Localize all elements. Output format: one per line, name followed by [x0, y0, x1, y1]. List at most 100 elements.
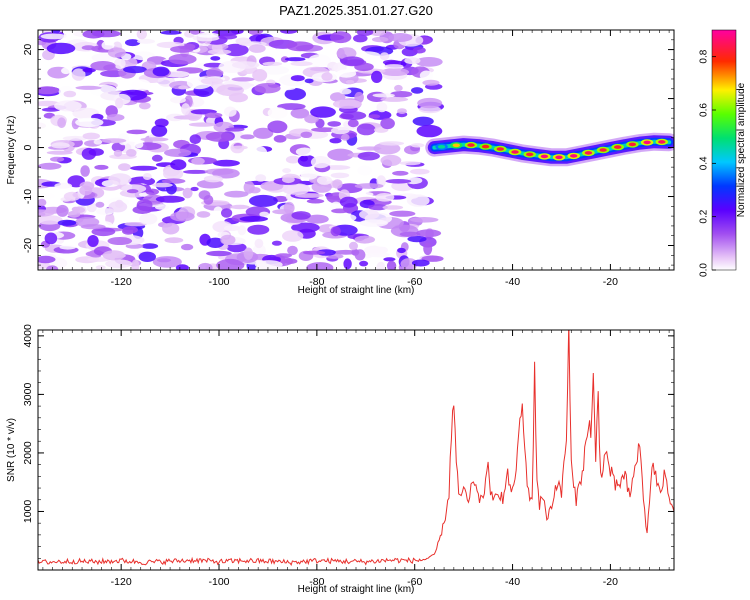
spectrogram-noise-cell — [44, 232, 58, 245]
spectrogram-noise-cell — [409, 217, 439, 223]
spectrogram-noise-cell — [223, 225, 240, 232]
spectrogram-noise-cell — [262, 61, 283, 66]
spectrogram-noise-cell — [372, 93, 395, 98]
spectrogram-noise-cell — [330, 31, 352, 44]
colorbar-ticks: 0.0 0.2 0.4 0.6 0.8 — [699, 49, 716, 277]
spectrogram-noise-cell — [54, 100, 82, 112]
colorbar-gradient — [711, 29, 737, 271]
spectrogram-noise-cell — [123, 66, 147, 74]
spectrogram-noise-cell — [410, 143, 425, 148]
spectrogram-noise-cell — [131, 79, 151, 92]
spectrogram-noise-cell — [46, 265, 59, 270]
spectrogram-noise-cell — [101, 40, 115, 50]
spectrogram-noise-cell — [50, 156, 65, 162]
spectrogram-noise-cell — [62, 135, 88, 141]
snr-ytick-label: 4000 — [22, 324, 34, 348]
spectrogram-noise-cell — [397, 247, 406, 254]
colorbar-tick-label: 0.8 — [699, 49, 710, 63]
spectrogram-xtick-label: -60 — [407, 276, 422, 288]
spectrogram-noise-cell — [168, 53, 197, 65]
spectrogram-noise-cell — [115, 97, 124, 109]
spectrogram-noise-cell — [388, 33, 413, 42]
spectrogram-noise-cell — [249, 187, 261, 194]
spectrogram-noise-cell — [406, 194, 430, 207]
spectrogram-noise-cell — [368, 204, 388, 211]
spectrogram-noise-cell — [327, 121, 342, 127]
spectrogram-noise-cell — [412, 116, 434, 127]
spectrogram-noise-cell — [247, 224, 270, 235]
spectrogram-noise-cell — [151, 124, 168, 137]
spectrogram-noise-cell — [416, 124, 443, 138]
spectrogram-noise-cell — [210, 56, 221, 61]
spectrogram-noise-cell — [38, 255, 56, 264]
spectrogram-noise-cell — [341, 133, 350, 141]
spectrogram-noise-cell — [412, 46, 426, 54]
spectrogram-noise-cell — [306, 262, 334, 270]
spectrogram-noise-cell — [231, 61, 260, 69]
spectrogram-noise-cell — [340, 111, 367, 120]
spectrogram-noise-cell — [404, 57, 421, 65]
spectrogram-noise-cell — [243, 247, 254, 260]
spectrogram-noise-cell — [390, 91, 413, 98]
spectrogram-noise-cell — [46, 42, 76, 55]
spectrogram-noise-cell — [290, 75, 305, 82]
colorbar-tick-label: 0.0 — [699, 263, 710, 277]
spectrogram-noise-cell — [303, 250, 326, 255]
spectrogram-noise-cell — [213, 206, 223, 216]
spectrogram-noise-cell — [386, 260, 397, 270]
spectrogram-noise-cell — [163, 167, 184, 181]
spectrogram-noise-cell — [212, 168, 240, 179]
spectrogram-noise-cell — [349, 241, 358, 251]
spectrogram-noise-cell — [126, 149, 137, 157]
spectrogram-noise-cell — [416, 229, 442, 238]
tone-track-peak — [526, 152, 534, 157]
spectrogram-noise-cell — [376, 261, 386, 270]
spectrogram-noise-cell — [38, 86, 60, 95]
spectrogram-noise-cell — [81, 45, 96, 51]
spectrogram-noise-cell — [284, 88, 306, 101]
spectrogram-noise-cell — [399, 231, 421, 237]
spectrogram-noise-cell — [38, 209, 55, 217]
spectrogram-noise-cell — [216, 84, 245, 97]
spectrogram-noise-cell — [203, 195, 214, 205]
spectrogram-noise-cell — [79, 185, 93, 196]
spectrogram-noise-cell — [331, 126, 350, 135]
spectrogram-noise-cell — [321, 72, 333, 81]
spectrogram-noise-cell — [253, 127, 274, 139]
spectrogram-noise-cell — [72, 206, 86, 213]
spectrogram-noise-cell — [181, 243, 194, 251]
spectrogram-noise-cell — [200, 77, 224, 85]
spectrogram-noise-cell — [82, 132, 101, 140]
spectrogram-noise-cell — [254, 260, 283, 270]
spectrogram-noise-cell — [162, 222, 180, 235]
spectrogram-noise-cell — [56, 204, 69, 217]
spectrogram-noise-cell — [71, 68, 86, 81]
tone-track-peak — [628, 142, 637, 147]
spectrogram-noise-cell — [275, 253, 292, 258]
spectrogram-noise-cell — [203, 175, 223, 183]
spectrogram-noise-cell — [205, 131, 234, 142]
spectrogram-noise-cell — [310, 156, 331, 169]
spectrogram-noise-cell — [336, 69, 357, 78]
spectrogram-noise-cell — [170, 159, 187, 171]
spectrogram-noise-cell — [122, 226, 138, 234]
tone-track-peak — [570, 154, 578, 158]
spectrogram-noise-cell — [170, 45, 194, 53]
tone-track-peak — [481, 144, 490, 149]
tone-track-peak — [467, 143, 475, 147]
spectrogram-noise-cell — [126, 129, 148, 135]
snr-ytick-label: 2000 — [22, 441, 34, 465]
spectrogram-noise-cell — [291, 211, 311, 220]
spectrogram-noise-cell — [113, 149, 123, 157]
spectrogram-noise-cell — [218, 33, 238, 40]
colorbar: 0.0 0.2 0.4 0.6 0.8 Normalized spectral ampl… — [699, 29, 747, 277]
spectrogram-noise-cell — [316, 175, 333, 185]
spectrogram-noise-cell — [105, 259, 133, 269]
spectrogram-noise-cell — [142, 173, 152, 180]
spectrogram-noise-cell — [152, 182, 173, 188]
spectrogram-noise-cell — [91, 30, 121, 38]
spectrogram-noise-cell — [224, 190, 249, 198]
spectrogram-noise-cell — [248, 44, 266, 53]
spectrogram-noise-cell — [282, 168, 291, 174]
spectrogram-noise-cell — [394, 84, 403, 92]
